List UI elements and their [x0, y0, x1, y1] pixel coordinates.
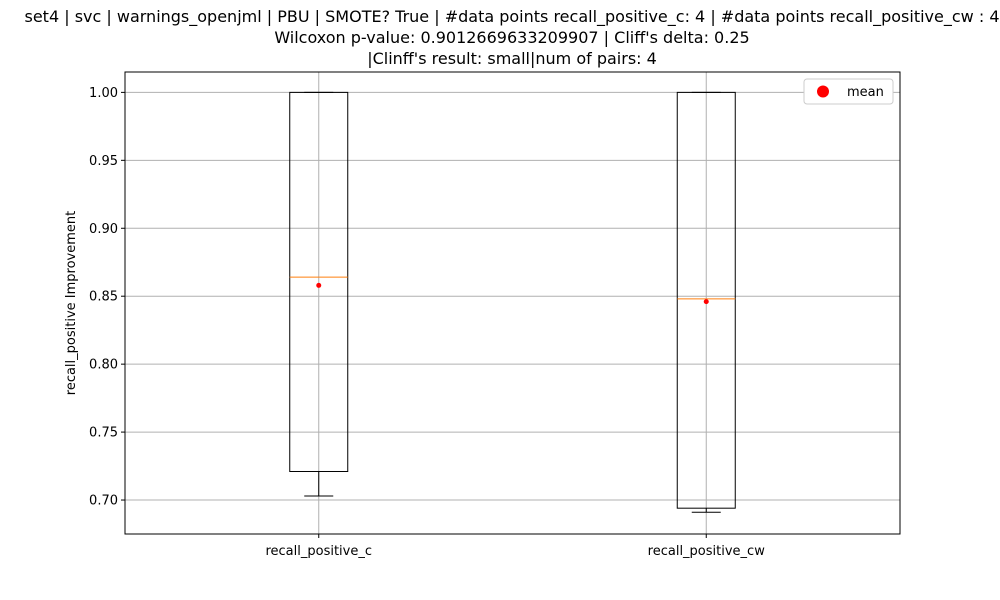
chart-title-line-3: |Clinff's result: small|num of pairs: 4 — [367, 49, 657, 68]
x-axis-ticks: recall_positive_c recall_positive_cw — [265, 534, 765, 559]
box-group-recall_positive_cw — [676, 91, 736, 513]
legend-box — [803, 78, 894, 105]
mean-marker-0 — [316, 282, 322, 288]
mean-marker-1 — [703, 299, 709, 305]
y-tick-label-1: 0.75 — [89, 426, 118, 441]
y-tick-label-2: 0.80 — [89, 358, 118, 373]
y-axis-label: recall_positive Improvement — [64, 211, 79, 395]
y-tick-label-6: 1.00 — [89, 86, 118, 101]
y-tick-label-3: 0.85 — [89, 290, 118, 305]
plot-area-frame — [124, 71, 901, 535]
x-tick-label-1: recall_positive_cw — [648, 544, 766, 559]
box-group-recall_positive_c — [289, 91, 349, 497]
y-tick-label-4: 0.90 — [89, 222, 118, 237]
chart-title-line-2: Wilcoxon p-value: 0.9012669633209907 | C… — [274, 28, 749, 47]
box-iqr-1 — [676, 91, 736, 509]
x-tick-label-0: recall_positive_c — [265, 544, 372, 559]
y-tick-label-0: 0.70 — [89, 494, 118, 509]
box-plot-series — [289, 91, 736, 513]
y-tick-label-5: 0.95 — [89, 154, 118, 169]
chart-title-line-1: set4 | svc | warnings_openjml | PBU | SM… — [25, 7, 1000, 27]
box-iqr-0 — [289, 91, 349, 472]
y-axis-ticks: 0.70 0.75 0.80 0.85 0.90 0.95 1.00 — [89, 86, 125, 509]
grid-lines — [125, 72, 900, 534]
legend-mean-marker — [817, 85, 829, 98]
legend-mean-label: mean — [847, 85, 884, 100]
legend: mean — [803, 78, 894, 105]
